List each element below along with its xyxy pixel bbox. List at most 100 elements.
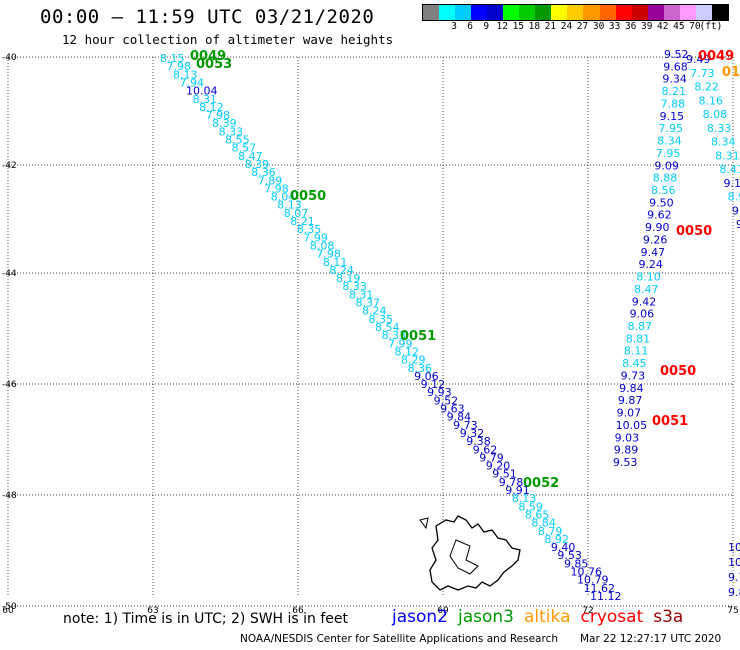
wave-height-label: 9.62 <box>647 209 672 222</box>
wave-height-label: 9.73 <box>453 419 478 432</box>
wave-height-label: 7.98 <box>167 60 192 73</box>
wave-height-label: 8.16 <box>699 94 724 107</box>
wave-height-label: 8.19 <box>336 272 361 285</box>
latitude-tick-label: -48 <box>2 491 17 501</box>
satellite-legend: jason2 jason3 altika cryosat s3a <box>392 607 693 627</box>
color-scale-label: 21 <box>544 21 557 32</box>
wave-height-label: 9.50 <box>649 196 674 209</box>
wave-height-label: 8.11 <box>624 345 649 358</box>
wave-height-label: 9.49 <box>686 53 711 66</box>
wave-height-label: 8.21 <box>290 215 315 228</box>
credit-line: NOAA/NESDIS Center for Satellite Applica… <box>240 633 558 645</box>
color-swatch <box>711 5 728 20</box>
wave-height-label: 8.36 <box>408 362 433 375</box>
wave-height-label: 9.26 <box>643 233 668 246</box>
wave-height-label: 9.84 <box>447 411 472 424</box>
pass-time-label: 01 <box>722 65 740 80</box>
wave-height-label: 9.91 <box>505 484 530 497</box>
wave-height-label: 8.9 <box>728 191 740 204</box>
wave-height-label: 11.12 <box>590 590 622 603</box>
wave-height-label: 9.12 <box>421 378 446 391</box>
wave-height-label: 8.11 <box>323 256 348 269</box>
pass-time-label: 0050 <box>676 224 712 239</box>
color-swatch <box>455 5 472 20</box>
wave-height-label: 8.57 <box>232 142 257 155</box>
wave-height-label: 8.33 <box>707 122 732 135</box>
wave-height-label: 10.05 <box>616 419 648 432</box>
wave-height-label: 7.73 <box>690 67 715 80</box>
color-scale-label: 3 <box>451 21 457 32</box>
wave-height-label: 8.24 <box>362 305 387 318</box>
wave-height-label: 8.12 <box>395 345 420 358</box>
wave-height-label: 8.24 <box>329 264 354 277</box>
wave-height-label: 8.47 <box>238 150 263 163</box>
wave-height-label: 9.06 <box>630 308 655 321</box>
color-swatch <box>519 5 536 20</box>
wave-height-label: 8.79 <box>538 525 563 538</box>
color-scale-label: 27 <box>576 21 589 32</box>
latitude-tick-label: -46 <box>2 380 17 390</box>
wave-height-label: 7.95 <box>658 122 683 135</box>
wave-height-label: 8.35 <box>297 223 322 236</box>
color-scale-label: 36 <box>624 21 637 32</box>
wave-height-label: 9.34 <box>662 73 687 86</box>
satellite-s3a: s3a <box>653 607 684 627</box>
wave-height-label: 7.89 <box>258 174 283 187</box>
wave-height-label: 9.38 <box>466 435 491 448</box>
wave-height-label: 8.22 <box>694 81 719 94</box>
wave-height-label: 8.29 <box>401 354 426 367</box>
wave-height-label: 10.5 <box>728 556 740 569</box>
wave-height-label: 8.87 <box>628 320 653 333</box>
wave-height-label: 8.45 <box>622 357 647 370</box>
longitude-tick-label: 69 <box>437 606 449 616</box>
color-swatch <box>615 5 632 20</box>
color-scale-label: 70 <box>689 21 701 32</box>
wave-height-label: 8.39 <box>245 158 269 171</box>
color-scale-bar <box>422 4 729 21</box>
wave-height-label: 8.15 <box>160 52 185 65</box>
wave-height-label: 9.40 <box>551 541 576 554</box>
island-outline <box>429 515 521 591</box>
color-swatch <box>471 5 488 20</box>
wave-height-label: 9.18 <box>724 177 740 190</box>
color-scale-label: (ft) <box>699 21 723 32</box>
wave-height-label: 9.85 <box>564 557 589 570</box>
wave-height-label: 9.09 <box>654 159 679 172</box>
wave-height-label: 10.79 <box>577 574 609 587</box>
pass-time-label: 0051 <box>652 414 688 429</box>
wave-height-label: 8.21 <box>662 85 687 98</box>
wave-height-label: 10 <box>728 541 740 554</box>
color-scale-label: 6 <box>467 21 474 32</box>
wave-height-label: 7.98 <box>264 182 289 195</box>
pass-time-label: 0052 <box>523 476 559 491</box>
wave-height-label: 7.95 <box>656 147 681 160</box>
wave-height-label: 9.79 <box>479 451 504 464</box>
color-swatch <box>567 5 584 20</box>
wave-height-label: 9.62 <box>473 443 498 456</box>
color-swatch <box>551 5 568 20</box>
pass-time-label: 0050 <box>290 189 326 204</box>
wave-height-label: 9.47 <box>641 246 666 259</box>
wave-height-label: 9.4 <box>732 204 740 217</box>
wave-height-label: 9.68 <box>663 60 688 73</box>
wave-height-label: 9.42 <box>632 295 657 308</box>
wave-height-label: 9.53 <box>613 456 638 469</box>
pass-time-label: 0049 <box>698 49 734 64</box>
wave-height-label: 8.31 <box>715 149 740 162</box>
wave-height-label: 8.81 <box>626 332 651 345</box>
wave-height-label: 9.87 <box>618 394 643 407</box>
satellite-jason2: jason2 <box>392 607 448 627</box>
pass-time-label: 0049 <box>190 49 226 64</box>
wave-height-label: 8.34 <box>657 135 682 148</box>
wave-height-label: 8.56 <box>651 184 676 197</box>
wave-height-label: 8.13 <box>512 492 537 505</box>
wave-height-label: 8.33 <box>219 125 244 138</box>
wave-height-label: 8.88 <box>653 172 678 185</box>
wave-height-label: 9.90 <box>645 221 670 234</box>
wave-height-label: 8.13 <box>277 199 302 212</box>
wave-height-label: 9.06 <box>414 370 439 383</box>
wave-height-label: 8.47 <box>634 283 659 296</box>
wave-height-label: 8.04 <box>271 191 296 204</box>
